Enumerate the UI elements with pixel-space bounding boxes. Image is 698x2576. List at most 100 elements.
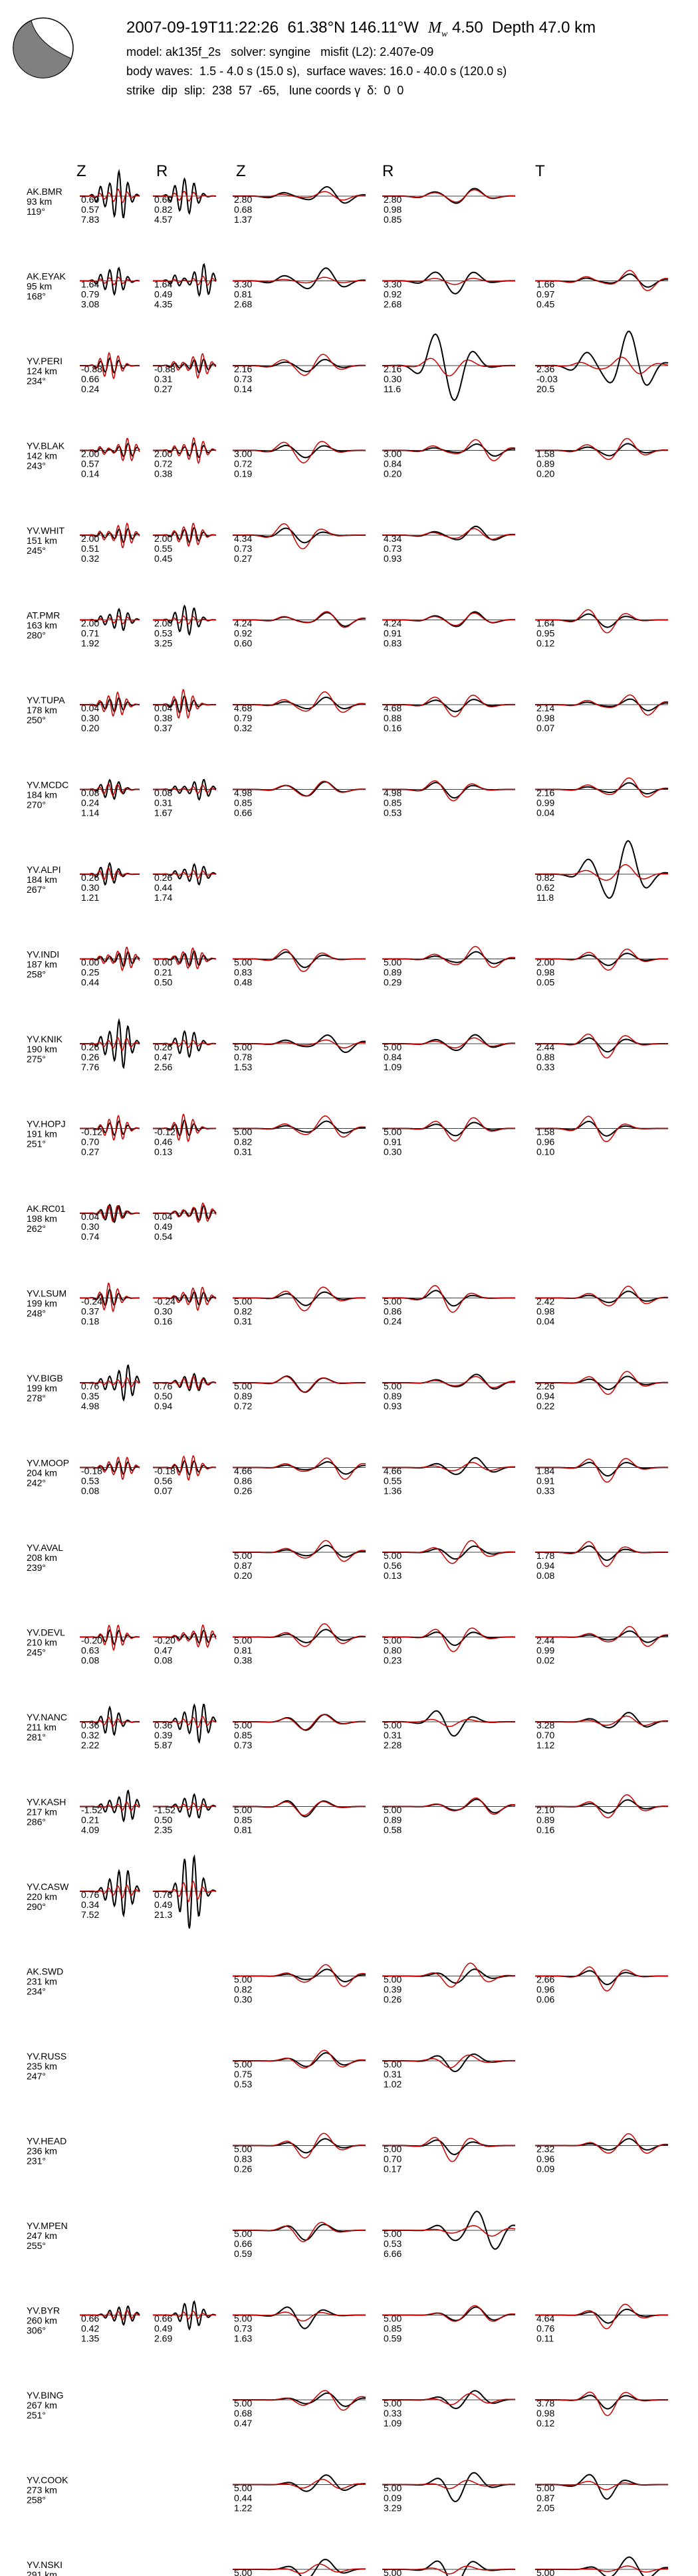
synthetic-trace-yv-casw-0	[80, 1884, 140, 1899]
station-name-yv-moop: YV.MOOP	[27, 1458, 69, 1468]
synthetic-trace-yv-bigb-3	[382, 1375, 516, 1389]
panel-stat-cc: 0.89	[384, 1391, 402, 1401]
panel-stat-cc: 0.49	[154, 289, 172, 300]
synthetic-trace-yv-knik-4	[535, 1033, 668, 1059]
panel-stat-shift: 0.04	[154, 1211, 172, 1222]
synthetic-trace-ak-rc01-1	[153, 1202, 217, 1223]
synthetic-trace-yv-devl-0	[80, 1624, 140, 1651]
station-name-yv-nanc: YV.NANC	[27, 1712, 67, 1722]
panel-stat-cc: 0.49	[154, 1221, 172, 1232]
panel-stat-cc: 0.86	[384, 1306, 402, 1317]
observed-trace-yv-head-3	[382, 2139, 515, 2156]
observed-trace-yv-nski-4	[535, 2556, 669, 2576]
panel-stat-ratio: 1.14	[81, 808, 99, 818]
synthetic-trace-yv-mcdc-2	[233, 780, 366, 797]
panel-stat-ratio: 4.09	[81, 1825, 99, 1835]
station-name-yv-tupa: YV.TUPA	[27, 695, 65, 705]
panel-stat-ratio: 0.31	[234, 1147, 252, 1157]
panel-stat-cc: 0.39	[154, 1730, 172, 1740]
panel-stat-ratio: 0.93	[384, 1401, 402, 1411]
synthetic-trace-yv-peri-4	[535, 356, 669, 374]
panel-stat-cc: 0.94	[536, 1391, 554, 1401]
panel-stat-ratio: 4.35	[154, 299, 172, 310]
panel-stat-ratio: 0.27	[154, 384, 172, 394]
panel-stat-ratio: 0.32	[234, 723, 252, 733]
station-name-yv-aval: YV.AVAL	[27, 1542, 63, 1553]
synthetic-trace-yv-byr-3	[382, 2305, 516, 2322]
panel-stat-shift: 0.26	[154, 1042, 172, 1052]
synthetic-trace-yv-kash-1	[153, 1802, 217, 1811]
station-name-yv-blak: YV.BLAK	[27, 441, 65, 451]
synthetic-trace-yv-head-2	[233, 2133, 366, 2159]
panel-stat-cc: 0.51	[81, 543, 99, 554]
synthetic-trace-yv-tupa-0	[80, 691, 140, 717]
magnitude-symbol: Mw	[427, 19, 448, 39]
station-distance: 247 km	[27, 2230, 57, 2241]
synthetic-trace-ak-eyak-2	[233, 277, 366, 284]
observed-trace-yv-tupa-3	[382, 699, 515, 713]
station-azimuth: 248°	[27, 1308, 46, 1319]
observed-trace-yv-kash-3	[382, 1798, 516, 1814]
panel-stat-ratio: 0.14	[81, 469, 99, 479]
observed-trace-yv-peri-3	[382, 333, 516, 402]
panel-stat-ratio: 0.18	[81, 1316, 99, 1327]
panel-stat-shift: 5.00	[234, 1720, 252, 1730]
panel-stat-shift: 5.00	[234, 2059, 252, 2069]
synthetic-trace-yv-head-4	[535, 2133, 669, 2154]
panel-stat-shift: 5.00	[384, 1550, 402, 1561]
synthetic-trace-yv-knik-1	[153, 1040, 216, 1048]
station-azimuth: 306°	[27, 2325, 46, 2336]
synthetic-trace-yv-whit-0	[80, 522, 140, 548]
panel-stat-shift: 5.00	[384, 1635, 402, 1646]
panel-stat-shift: 5.00	[384, 2059, 402, 2069]
synthetic-trace-yv-nanc-2	[233, 1714, 366, 1730]
station-distance: 199 km	[27, 1383, 57, 1393]
panel-stat-cc: 0.87	[536, 2493, 554, 2504]
station-azimuth: 270°	[27, 800, 46, 810]
panel-stat-cc: 0.89	[536, 1815, 554, 1825]
panel-stat-shift: -0.20	[81, 1635, 102, 1646]
synthetic-trace-yv-knik-3	[382, 1037, 516, 1049]
station-azimuth: 262°	[27, 1223, 46, 1234]
panel-stat-shift: 4.68	[234, 703, 252, 713]
panel-stat-shift: 5.00	[234, 2228, 252, 2239]
panel-stat-ratio: 7.83	[81, 214, 99, 225]
panel-stat-ratio: 7.76	[81, 1062, 99, 1072]
panel-stat-cc: 0.80	[384, 1645, 402, 1656]
panel-stat-cc: 0.53	[154, 628, 172, 639]
synthetic-trace-yv-bigb-1	[153, 1375, 217, 1390]
panel-stat-cc: 0.85	[234, 1815, 252, 1825]
panel-stat-ratio: 0.32	[81, 553, 99, 564]
panel-stat-cc: 0.30	[81, 713, 99, 723]
panel-stat-shift: 0.76	[81, 1381, 99, 1391]
station-azimuth: 258°	[27, 969, 46, 980]
panel-stat-shift: 0.04	[81, 1211, 99, 1222]
panel-stat-cc: 0.39	[384, 1984, 402, 1995]
panel-stat-ratio: 0.38	[234, 1655, 252, 1666]
synthetic-trace-yv-whit-3	[382, 528, 516, 540]
panel-stat-cc: 0.98	[536, 1306, 554, 1317]
panel-stat-cc: 0.73	[234, 2323, 252, 2334]
panel-stat-cc: 0.30	[154, 1306, 172, 1317]
panel-stat-cc: 0.47	[154, 1645, 172, 1656]
panel-stat-shift: -0.24	[154, 1296, 175, 1307]
panel-stat-shift: 5.00	[384, 957, 402, 968]
panel-stat-shift: 0.36	[81, 1720, 99, 1730]
panel-stat-cc: 0.62	[536, 882, 554, 893]
synthetic-trace-yv-bing-4	[535, 2391, 669, 2416]
panel-stat-shift: 5.00	[234, 2398, 252, 2408]
synthetic-trace-yv-devl-1	[153, 1624, 217, 1649]
panel-stat-shift: 2.16	[234, 364, 252, 374]
column-header-z: Z	[76, 162, 86, 180]
synthetic-trace-yv-russ-2	[233, 2049, 366, 2069]
station-name-yv-alpi: YV.ALPI	[27, 864, 61, 875]
station-azimuth: 239°	[27, 1562, 46, 1573]
panel-stat-cc: 0.88	[536, 1052, 554, 1062]
column-header-z: Z	[236, 162, 246, 180]
panel-stat-shift: 0.08	[81, 788, 99, 798]
panel-stat-cc: 0.82	[234, 1984, 252, 1995]
synthetic-trace-yv-nski-3	[382, 2565, 515, 2575]
observed-trace-ak-bmr-2	[233, 185, 366, 204]
panel-stat-ratio: 0.07	[536, 723, 554, 733]
panel-stat-shift: -1.52	[81, 1805, 102, 1815]
